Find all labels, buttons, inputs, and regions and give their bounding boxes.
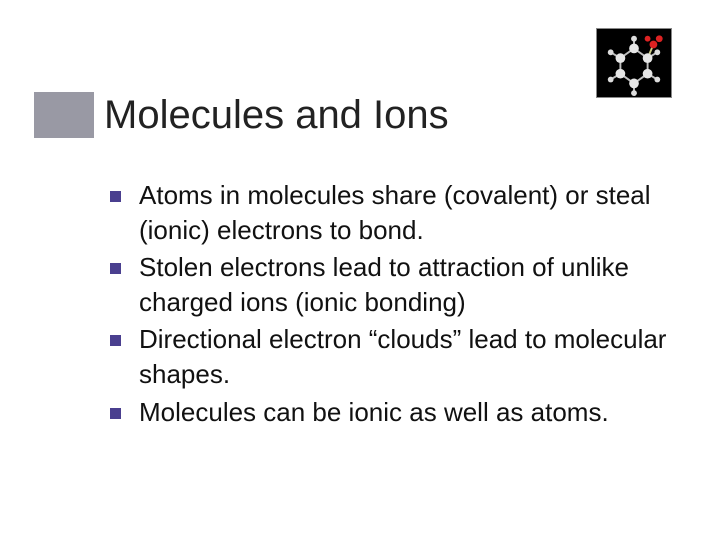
bullet-icon — [110, 263, 121, 274]
title-accent-bar — [34, 92, 94, 138]
bullet-text: Molecules can be ionic as well as atoms. — [139, 395, 609, 430]
slide-title: Molecules and Ions — [104, 93, 449, 138]
bullet-icon — [110, 191, 121, 202]
slide-body: Atoms in molecules share (covalent) or s… — [110, 178, 680, 432]
bullet-icon — [110, 335, 121, 346]
bullet-item: Atoms in molecules share (covalent) or s… — [110, 178, 680, 248]
slide: Molecules and Ions Atoms in molecules sh… — [0, 0, 720, 540]
bullet-item: Molecules can be ionic as well as atoms. — [110, 395, 680, 430]
title-row: Molecules and Ions — [34, 92, 690, 138]
molecule-icon — [597, 29, 671, 97]
molecule-thumbnail — [596, 28, 672, 98]
bullet-item: Directional electron “clouds” lead to mo… — [110, 322, 680, 392]
bullet-text: Directional electron “clouds” lead to mo… — [139, 322, 680, 392]
bullet-item: Stolen electrons lead to attraction of u… — [110, 250, 680, 320]
bullet-text: Atoms in molecules share (covalent) or s… — [139, 178, 680, 248]
bullet-text: Stolen electrons lead to attraction of u… — [139, 250, 680, 320]
bullet-icon — [110, 408, 121, 419]
